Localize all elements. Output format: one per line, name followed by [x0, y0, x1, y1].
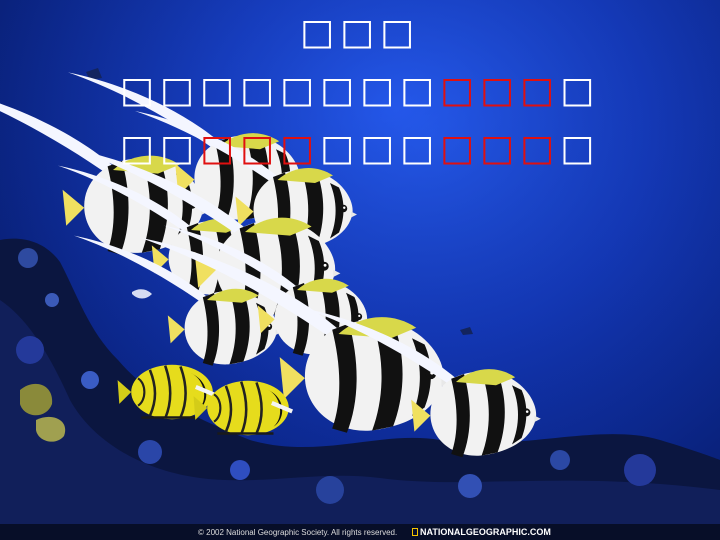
- line2-text: □□□□□□□□: [119, 70, 441, 111]
- line3-highlight-b: □□□: [440, 128, 561, 169]
- line3-end: □: [560, 128, 601, 169]
- title-line: □□□: [0, 12, 720, 53]
- line3-text-b: □□□: [319, 128, 441, 169]
- footer-bar: [0, 524, 720, 540]
- brand-text: NATIONALGEOGRAPHIC.COM: [420, 527, 551, 537]
- brand-logo: NATIONALGEOGRAPHIC.COM: [412, 527, 551, 537]
- brand-box-icon: [412, 528, 418, 536]
- caption-line-2: □□□□□□□□□□□□: [0, 70, 720, 111]
- line3-highlight-a: □□□: [199, 128, 320, 169]
- copyright-text: © 2002 National Geographic Society. All …: [198, 528, 398, 537]
- title-text: □□□: [299, 12, 421, 53]
- line2-end: □: [560, 70, 601, 111]
- line2-highlight: □□□: [440, 70, 561, 111]
- caption-line-3: □□□□□□□□□□□□: [0, 128, 720, 169]
- line3-text-a: □□: [119, 128, 200, 169]
